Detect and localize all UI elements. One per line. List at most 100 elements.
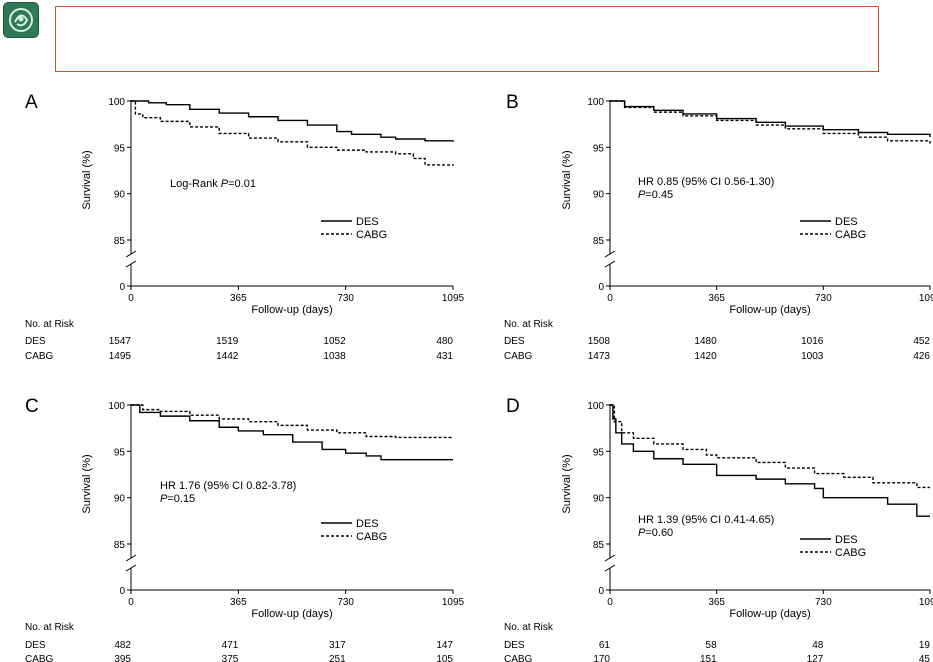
- y-tick-label: 0: [598, 586, 604, 597]
- risk-value: 1508: [588, 336, 611, 347]
- risk-value: 471: [222, 640, 239, 651]
- risk-value: 151: [700, 654, 717, 662]
- y-tick-label: 90: [593, 494, 605, 505]
- annotation-value: =0.45: [645, 189, 673, 201]
- legend-label-cabg: CABG: [835, 229, 866, 241]
- x-axis-label: Follow-up (days): [251, 304, 332, 316]
- risk-value: 1038: [323, 351, 346, 362]
- panel-a: A 0 85 90 95 100 0 365 730 1095 Follow-up (days) Su…: [25, 92, 465, 362]
- risk-value: 58: [706, 640, 718, 651]
- risk-value: 1052: [323, 336, 346, 347]
- legend-label-cabg: CABG: [356, 531, 387, 543]
- risk-value: 482: [114, 640, 131, 651]
- x-tick-label: 0: [128, 293, 134, 304]
- x-tick-label: 1095: [442, 597, 465, 608]
- legend-label-des: DES: [356, 216, 379, 228]
- panel-d: D 0 85 90 95 100 0 365 730 1095 Follow-up (days) Su…: [504, 396, 933, 662]
- y-axis-label: Survival (%): [81, 454, 93, 513]
- y-tick-label: 90: [593, 190, 605, 201]
- y-tick-label: 95: [593, 143, 605, 154]
- p-value-annotation: P=0.15: [160, 493, 195, 505]
- x-tick-label: 0: [607, 597, 613, 608]
- axis-break-mark: [604, 260, 616, 268]
- y-axis-label: Survival (%): [81, 150, 93, 209]
- annotation-text: HR 0.85 (95% CI 0.56-1.30): [638, 176, 774, 188]
- y-tick-label: 95: [114, 447, 126, 458]
- p-value-annotation: P=0.60: [638, 527, 673, 539]
- x-tick-label: 1095: [919, 293, 933, 304]
- x-tick-label: 730: [337, 293, 354, 304]
- figure-title-box: [55, 6, 879, 72]
- risk-value: 480: [436, 336, 453, 347]
- x-axis-label: Follow-up (days): [251, 608, 332, 620]
- panel-label: B: [506, 92, 519, 113]
- risk-value: 1495: [109, 351, 132, 362]
- annotation-p: P: [160, 493, 168, 505]
- risk-row-label-cabg: CABG: [504, 654, 533, 662]
- panel-label: C: [25, 396, 39, 417]
- risk-table-header: No. at Risk: [25, 622, 75, 633]
- legend-label-des: DES: [835, 534, 858, 546]
- series-line-des: [131, 404, 453, 461]
- panel-b: B 0 85 90 95 100 0 365 730 1095 Follow-up (days) Su…: [504, 92, 933, 362]
- axis-break-mark: [125, 250, 137, 258]
- risk-value: 1420: [694, 351, 717, 362]
- risk-row-label-cabg: CABG: [25, 351, 54, 362]
- y-tick-label: 85: [114, 236, 126, 247]
- risk-value: 251: [329, 654, 346, 662]
- x-tick-label: 365: [708, 293, 725, 304]
- risk-value: 1016: [801, 336, 824, 347]
- y-tick-label: 90: [114, 190, 126, 201]
- y-tick-label: 0: [119, 586, 125, 597]
- risk-value: 45: [919, 654, 931, 662]
- y-tick-label: 100: [587, 97, 604, 108]
- y-tick-label: 95: [114, 143, 126, 154]
- y-tick-label: 100: [108, 97, 125, 108]
- legend-label-cabg: CABG: [356, 229, 387, 241]
- risk-value: 170: [593, 654, 610, 662]
- risk-value: 1547: [109, 336, 132, 347]
- stat-annotation: Log-Rank P=0.01: [170, 178, 256, 190]
- stat-annotation: HR 1.76 (95% CI 0.82-3.78): [160, 480, 296, 492]
- x-tick-label: 0: [607, 293, 613, 304]
- risk-value: 147: [436, 640, 453, 651]
- risk-value: 426: [913, 351, 930, 362]
- risk-row-label-cabg: CABG: [504, 351, 533, 362]
- x-tick-label: 365: [708, 597, 725, 608]
- risk-value: 1442: [216, 351, 239, 362]
- axis-break-mark: [604, 250, 616, 258]
- x-tick-label: 730: [815, 597, 832, 608]
- y-tick-label: 100: [108, 401, 125, 412]
- risk-value: 105: [436, 654, 453, 662]
- risk-value: 1519: [216, 336, 239, 347]
- risk-row-label-des: DES: [25, 336, 46, 347]
- risk-value: 127: [807, 654, 824, 662]
- annotation-value: =0.01: [228, 178, 256, 190]
- risk-value: 1473: [588, 351, 611, 362]
- x-tick-label: 730: [815, 293, 832, 304]
- risk-value: 317: [329, 640, 346, 651]
- series-line-des: [131, 100, 454, 142]
- x-tick-label: 0: [128, 597, 134, 608]
- legend-label-des: DES: [835, 216, 858, 228]
- annotation-text: Log-Rank: [170, 178, 221, 190]
- axis-break-mark: [125, 564, 137, 572]
- stat-annotation: HR 1.39 (95% CI 0.41-4.65): [638, 514, 774, 526]
- risk-value: 452: [913, 336, 930, 347]
- y-tick-label: 0: [598, 282, 604, 293]
- axis-break-mark: [125, 260, 137, 268]
- annotation-value: =0.15: [167, 493, 195, 505]
- axis-break-mark: [604, 554, 616, 562]
- risk-table-header: No. at Risk: [25, 319, 75, 330]
- series-line-des: [610, 404, 930, 517]
- risk-value: 395: [114, 654, 131, 662]
- x-tick-label: 365: [230, 597, 247, 608]
- x-tick-label: 1095: [442, 293, 465, 304]
- risk-value: 19: [919, 640, 931, 651]
- annotation-p: P: [638, 527, 646, 539]
- y-tick-label: 95: [593, 447, 605, 458]
- axis-break-mark: [125, 554, 137, 562]
- x-axis-label: Follow-up (days): [729, 608, 810, 620]
- y-tick-label: 0: [119, 282, 125, 293]
- y-axis-label: Survival (%): [561, 454, 573, 513]
